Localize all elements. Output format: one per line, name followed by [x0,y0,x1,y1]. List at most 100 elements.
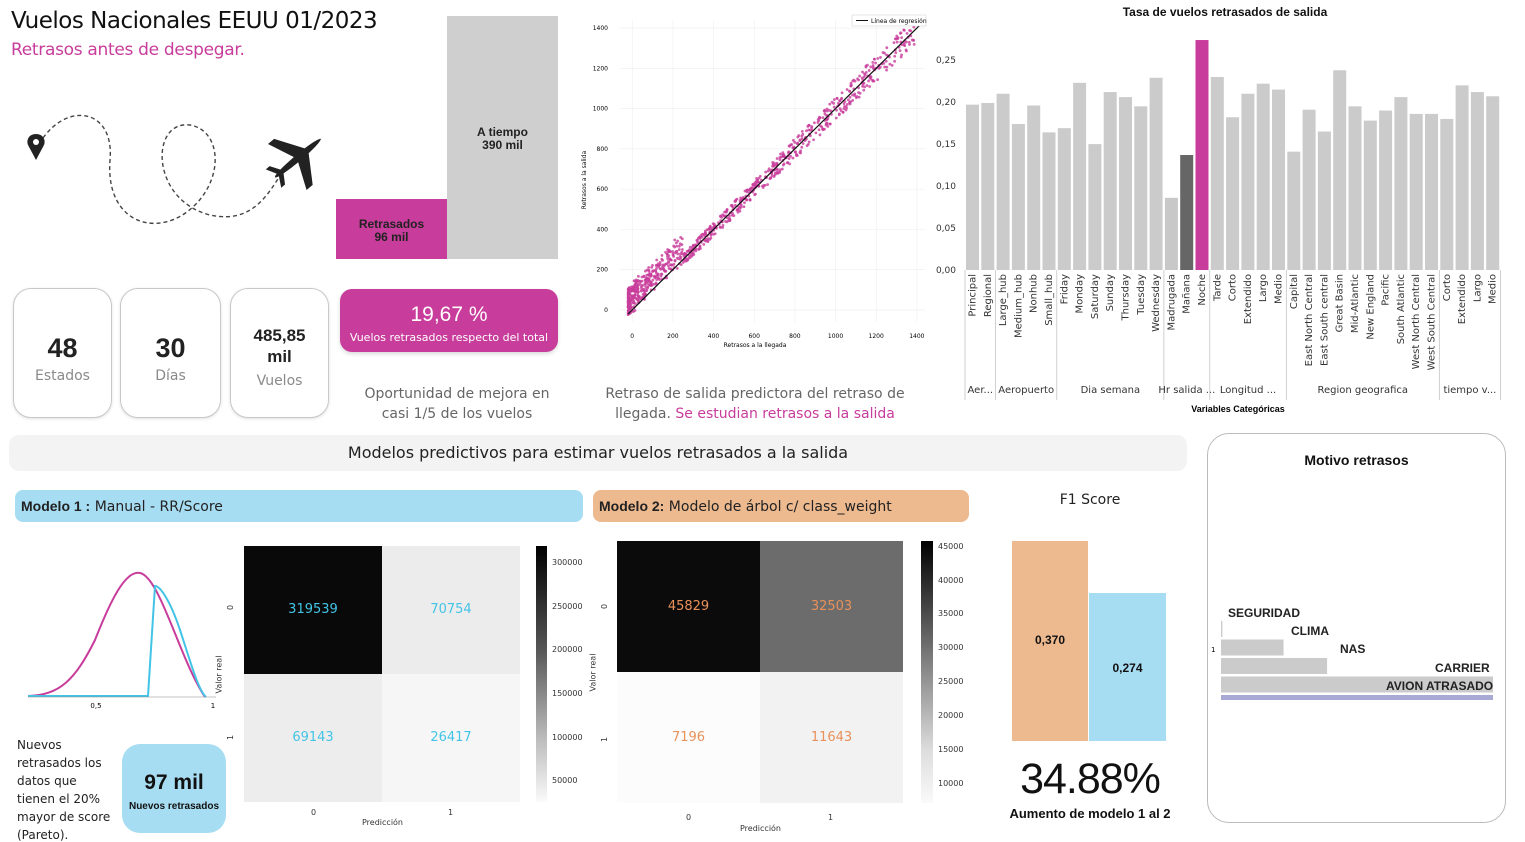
score-distribution-curves: 0,5 1 [27,571,216,710]
category-y-tick: 0,20 [936,98,956,108]
scatter-point [857,95,861,99]
reason-label-carrier: CARRIER [1435,661,1490,675]
reason-label-nas: NAS [1340,642,1366,656]
scatter-y-tick: 0 [604,307,608,314]
category-bar [1363,120,1377,270]
scatter-point [641,287,645,291]
f1-model2-value: 0,370 [1034,633,1066,647]
scatter-point [680,250,684,254]
scatter-point [626,309,630,313]
category-bar [1455,85,1469,270]
scatter-point [828,102,832,106]
category-bar [1302,109,1316,270]
scatter-point [865,84,869,87]
cm2-ytick-1: 1 [600,736,610,743]
delayed-curve [27,571,206,698]
scatter-point [766,169,770,173]
f1-title: F1 Score [1059,492,1121,508]
scatter-point [828,122,832,126]
category-bar [1210,76,1224,270]
scatter-point [694,247,698,251]
category-bar [1394,97,1408,270]
scatter-point [805,129,808,133]
scatter-point [658,261,662,264]
category-y-tick: 0,15 [936,140,956,150]
scatter-point [858,74,862,78]
delayed-value: 96 mil [374,230,409,244]
scatter-legend-text: Línea de regresión [871,18,927,25]
scatter-point [899,55,903,59]
scatter-point [682,254,686,258]
scatter-point [667,267,671,270]
scatter-point [692,243,696,247]
model2-header: Modelo 2: Modelo de árbol c/ class_weigh… [593,490,969,522]
scatter-point [902,28,906,32]
colorbar-tick: 35000 [938,609,964,619]
scatter-point [855,95,859,98]
scatter-point [674,241,678,245]
scatter-point [732,214,736,218]
category-x-label: Madrugada [1166,274,1177,331]
scatter-point [904,48,908,52]
scatter-point [862,81,866,85]
opportunity-caption: Oportunidad de mejora en casi 1/5 de los… [364,386,550,422]
delayed-label: Retrasados [358,217,425,231]
kpi-states-label: Estados [35,368,90,384]
scatter-point [632,279,636,283]
scatter-point [823,127,826,131]
scatter-point [825,118,829,122]
scatter-point [654,275,658,279]
scatter-point [768,177,772,181]
category-bar [1379,110,1393,271]
category-x-label: Saturday [1090,274,1101,319]
scatter-point [867,79,870,83]
category-bar [1164,197,1178,270]
scatter-point [805,144,809,148]
scatter-point [671,250,675,253]
scatter-point [876,57,880,60]
delay-reasons-title: Motivo retrasos [1304,452,1409,468]
scatter-point [895,40,899,44]
scatter-point [724,210,728,214]
category-x-label: East North Central [1304,274,1315,366]
scatter-point [688,245,692,249]
scatter-point [771,164,774,168]
category-bar [1470,92,1484,270]
f1-model1-value: 0,274 [1112,661,1143,675]
scatter-point [750,186,754,190]
scatter-point [697,248,700,251]
scatter-point [867,69,871,72]
delay-reasons-card: Motivo retrasos [1207,433,1506,823]
scatter-point [818,116,822,120]
scatter-caption-main: Retraso de salida predictora del retraso… [605,386,905,422]
colorbar-tick: 10000 [938,778,964,788]
kpi-days-label: Días [155,368,186,384]
scatter-point [670,263,673,267]
scatter-point [660,257,664,261]
scatter-point [666,248,670,251]
scatter-point [834,116,838,120]
colorbar-tick: 50000 [552,776,578,786]
scatter-point [800,145,804,149]
category-bar [1317,131,1331,270]
scatter-point [821,116,825,120]
scatter-x-tick: 1400 [909,333,924,340]
location-pin-icon [27,134,45,160]
scatter-point [677,257,680,261]
category-x-label: Medium_hub [1013,274,1024,338]
scatter-point [673,238,677,242]
scatter-point [898,49,902,53]
category-group-label: Dia semana [1081,385,1140,396]
scatter-point [647,280,650,283]
scatter-point [632,299,636,303]
category-x-label: Small_hub [1044,274,1055,326]
scatter-point [845,102,849,106]
scatter-point [908,43,911,46]
scatter-point [656,262,660,266]
category-x-label: Wednesday [1151,274,1162,332]
scatter-point [872,79,876,83]
scatter-point [681,261,685,264]
scatter-point [678,255,682,258]
scatter-point [637,290,640,294]
colorbar-tick: 25000 [938,677,964,687]
